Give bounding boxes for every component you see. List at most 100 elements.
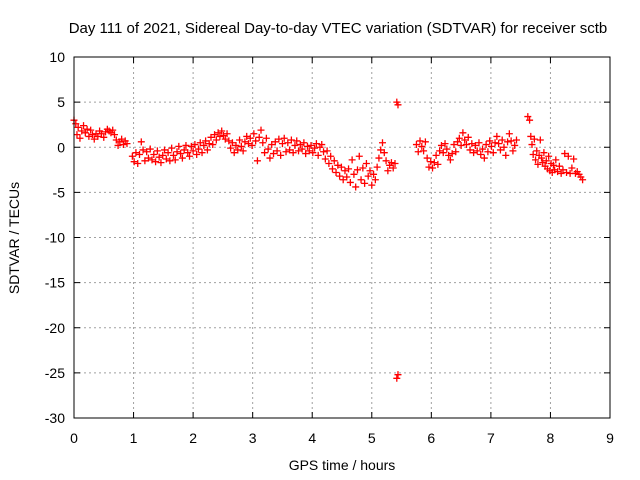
data-point xyxy=(273,147,281,155)
data-point xyxy=(448,150,456,158)
x-tick-label: 2 xyxy=(189,430,197,446)
data-point xyxy=(332,169,340,177)
data-point xyxy=(382,157,390,165)
data-point xyxy=(538,154,546,162)
data-point xyxy=(498,136,506,144)
data-point xyxy=(439,149,447,157)
data-point xyxy=(420,147,428,155)
data-point xyxy=(159,151,167,159)
data-point xyxy=(97,130,105,138)
data-point xyxy=(511,141,519,149)
data-point xyxy=(542,157,550,165)
data-point xyxy=(271,138,279,146)
data-point xyxy=(394,101,402,109)
data-point xyxy=(343,173,351,181)
data-point xyxy=(234,146,242,154)
data-point xyxy=(461,136,469,144)
data-point xyxy=(169,151,177,159)
data-point xyxy=(221,135,229,143)
data-point xyxy=(491,139,499,147)
data-point xyxy=(193,150,201,158)
data-point xyxy=(480,154,488,162)
data-point xyxy=(421,138,429,146)
data-point xyxy=(387,159,395,167)
data-point xyxy=(153,147,161,155)
data-point xyxy=(533,147,541,155)
data-point xyxy=(327,152,335,160)
data-point xyxy=(394,371,402,379)
data-point xyxy=(462,141,470,149)
data-point xyxy=(366,167,374,175)
data-point xyxy=(114,141,122,149)
data-point xyxy=(509,147,517,155)
x-tick-label: 9 xyxy=(606,430,614,446)
data-point xyxy=(443,145,451,153)
data-point xyxy=(549,161,557,169)
data-point xyxy=(486,137,494,145)
data-point xyxy=(164,149,172,157)
data-point xyxy=(166,157,174,165)
data-point xyxy=(532,156,540,164)
data-point xyxy=(437,141,445,149)
data-point xyxy=(186,152,194,160)
x-tick-label: 5 xyxy=(368,430,376,446)
data-point xyxy=(155,153,163,161)
data-point xyxy=(552,156,560,164)
data-point xyxy=(72,120,80,128)
data-point xyxy=(357,176,365,184)
data-point xyxy=(355,152,363,160)
data-point xyxy=(248,141,256,149)
data-point xyxy=(318,141,326,149)
data-point xyxy=(475,139,483,147)
x-tick-label: 4 xyxy=(308,430,316,446)
data-point xyxy=(393,374,401,382)
data-point xyxy=(83,125,91,133)
data-point xyxy=(561,150,569,158)
data-point xyxy=(246,134,254,142)
data-point xyxy=(202,137,210,145)
data-point xyxy=(205,140,213,148)
y-tick-label: 0 xyxy=(57,139,65,155)
data-point xyxy=(466,146,474,154)
data-point xyxy=(137,138,145,146)
data-point xyxy=(241,138,249,146)
data-point xyxy=(289,149,297,157)
data-point xyxy=(232,141,240,149)
data-point xyxy=(373,163,381,171)
data-point xyxy=(554,168,562,176)
data-point xyxy=(132,149,140,157)
data-point xyxy=(336,172,344,180)
data-point xyxy=(255,133,263,141)
data-point xyxy=(536,136,544,144)
data-point xyxy=(203,146,211,154)
data-point xyxy=(328,165,336,173)
data-point xyxy=(73,131,81,139)
data-point xyxy=(345,165,353,173)
data-point xyxy=(375,154,383,162)
data-point xyxy=(416,137,424,145)
data-point xyxy=(359,164,367,172)
data-point xyxy=(559,166,567,174)
data-point xyxy=(219,132,227,140)
data-point xyxy=(496,146,504,154)
data-point xyxy=(236,136,244,144)
data-point xyxy=(429,164,437,172)
data-point xyxy=(352,183,360,191)
data-point xyxy=(216,132,224,140)
data-point xyxy=(214,129,222,137)
data-point xyxy=(143,148,151,156)
x-tick-label: 6 xyxy=(427,430,435,446)
data-point xyxy=(482,141,490,149)
x-tick-label: 3 xyxy=(249,430,257,446)
data-point xyxy=(277,151,285,159)
data-point xyxy=(380,149,388,157)
data-point xyxy=(139,146,147,154)
data-point xyxy=(470,149,478,157)
data-point xyxy=(182,141,190,149)
data-point xyxy=(484,148,492,156)
data-point xyxy=(350,170,358,178)
data-point xyxy=(280,134,288,142)
data-point xyxy=(141,157,149,165)
